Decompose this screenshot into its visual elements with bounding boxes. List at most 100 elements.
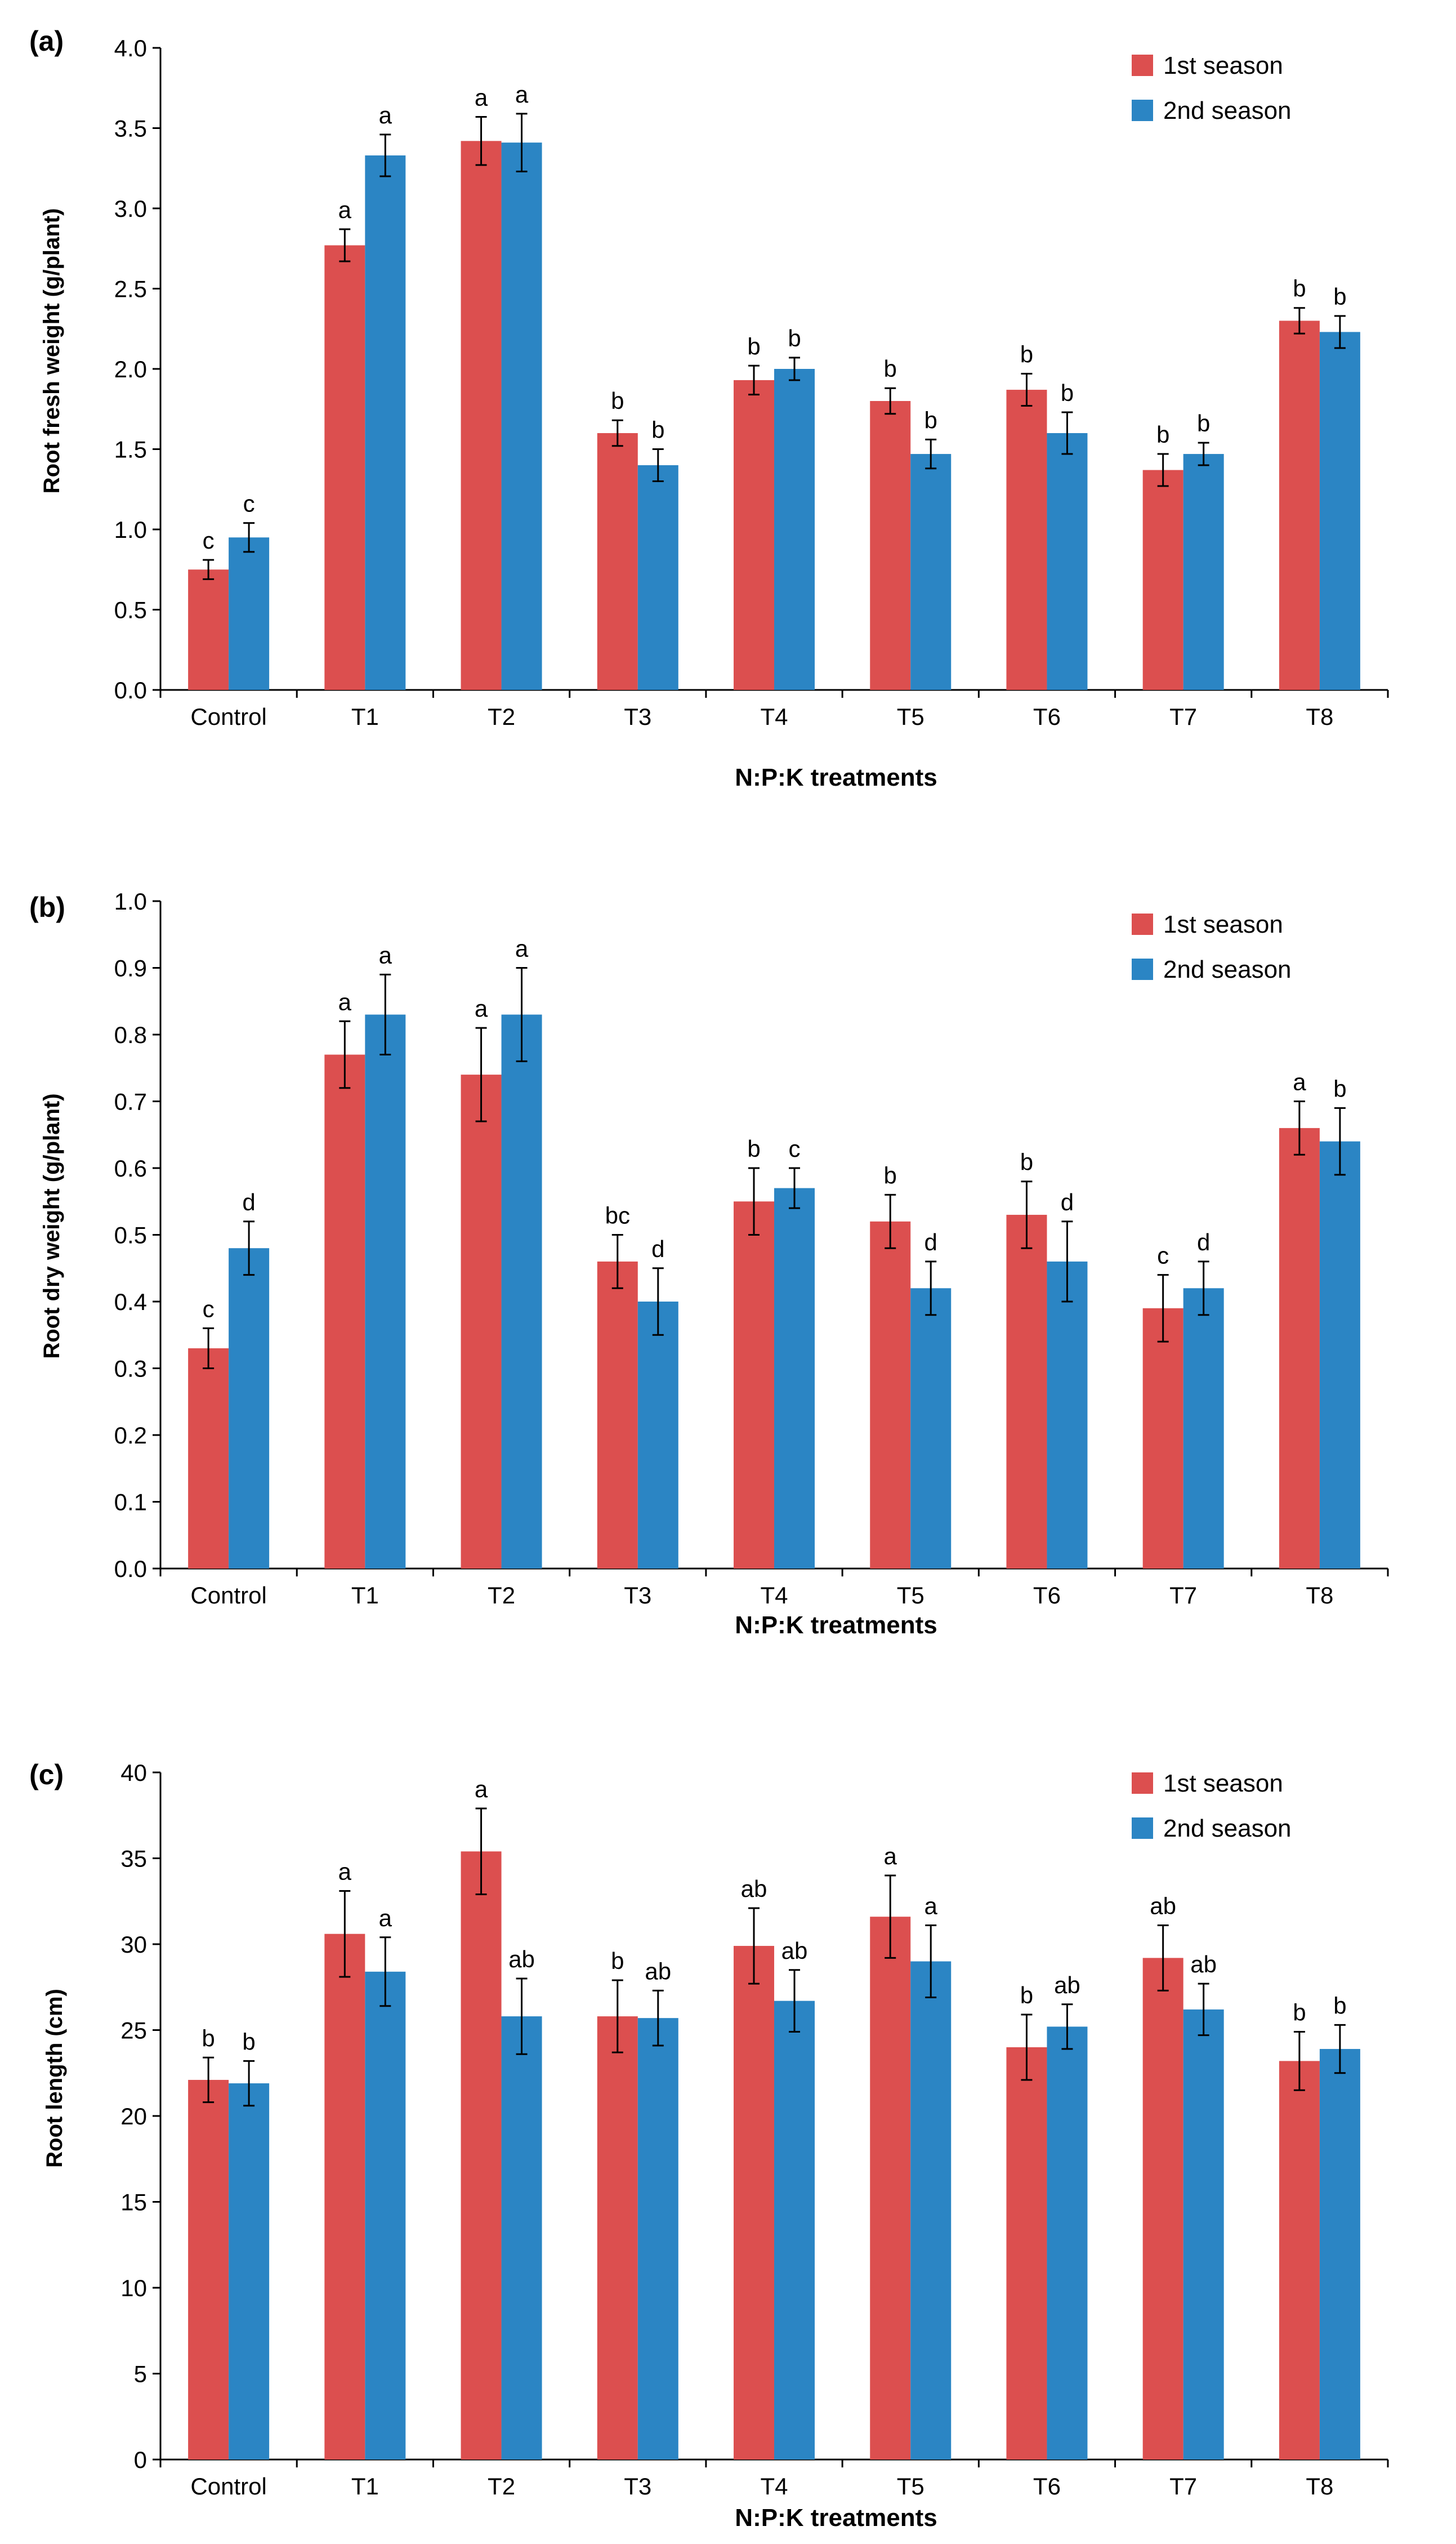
y-tick-label: 1.0: [114, 888, 147, 915]
legend-swatch-1st: [1132, 1772, 1153, 1794]
y-tick-label: 2.0: [114, 356, 147, 382]
x-tick-label: T3: [624, 703, 651, 730]
x-axis-label: N:P:K treatments: [735, 764, 937, 791]
y-tick-label: 0.0: [114, 1556, 147, 1582]
significance-letter: c: [203, 527, 215, 554]
bar-1st-season: [597, 433, 638, 690]
x-tick-label: T6: [1033, 703, 1061, 730]
legend-label-1st: 1st season: [1163, 52, 1283, 79]
x-tick-label: T2: [488, 1582, 515, 1609]
x-tick-label: T1: [351, 2473, 379, 2500]
x-tick-label: T2: [488, 703, 515, 730]
significance-letter: bc: [605, 1202, 630, 1229]
significance-letter: b: [1061, 380, 1074, 406]
significance-letter: b: [1156, 421, 1169, 448]
bar-2nd-season: [774, 1188, 815, 1569]
significance-letter: b: [242, 2028, 255, 2055]
y-tick-label: 0.9: [114, 955, 147, 982]
x-tick-label: T5: [897, 703, 924, 730]
y-tick-label: 0.7: [114, 1089, 147, 1115]
bar-2nd-season: [229, 537, 270, 690]
significance-letter: a: [924, 1892, 938, 1919]
y-tick-label: 0.3: [114, 1356, 147, 1382]
bar-1st-season: [324, 1054, 365, 1569]
y-tick-label: 4.0: [114, 35, 147, 61]
bar-1st-season: [1279, 2061, 1320, 2460]
x-tick-label: T1: [351, 1582, 379, 1609]
significance-letter: d: [242, 1189, 255, 1215]
significance-letter: a: [1293, 1069, 1306, 1095]
legend-label-2nd: 2nd season: [1163, 956, 1292, 983]
bar-1st-season: [1279, 1128, 1320, 1569]
bar-1st-season: [188, 1348, 229, 1569]
x-tick-label: T5: [897, 1582, 924, 1609]
legend-label-2nd: 2nd season: [1163, 1815, 1292, 1842]
significance-letter: b: [1333, 1075, 1346, 1102]
x-tick-label: T4: [760, 2473, 788, 2500]
significance-letter: a: [338, 1858, 352, 1884]
y-tick-label: 40: [120, 1759, 147, 1786]
y-tick-label: 0.8: [114, 1022, 147, 1048]
significance-letter: d: [1061, 1189, 1074, 1215]
bar-2nd-season: [1183, 1288, 1224, 1569]
significance-letter: a: [475, 1776, 488, 1802]
bar-1st-season: [188, 569, 229, 690]
significance-letter: a: [338, 197, 352, 223]
significance-letter: a: [515, 935, 529, 962]
bar-2nd-season: [229, 1248, 270, 1569]
panel-c: (c) Root length (cm) N:P:K treatments 1s…: [29, 1759, 1389, 2532]
y-tick-label: 1.0: [114, 516, 147, 543]
significance-letter: b: [747, 1135, 760, 1162]
significance-letter: d: [651, 1236, 664, 1262]
legend-swatch-1st: [1132, 55, 1153, 76]
bar-2nd-season: [501, 2016, 542, 2460]
legend-swatch-2nd: [1132, 1817, 1153, 1839]
y-tick-label: 0: [134, 2447, 147, 2473]
significance-letter: c: [1157, 1242, 1169, 1269]
bar-1st-season: [597, 2016, 638, 2460]
bar-1st-season: [734, 1201, 774, 1569]
bar-2nd-season: [774, 2001, 815, 2460]
bar-2nd-season: [365, 155, 406, 690]
x-axis-label: N:P:K treatments: [735, 2504, 937, 2532]
panel-b: (b) Root dry weight (g/plant) N:P:K trea…: [29, 888, 1389, 1639]
x-tick-label: T3: [624, 2473, 651, 2500]
significance-letter: ab: [508, 1946, 535, 1972]
bar-2nd-season: [910, 454, 952, 690]
significance-letter: c: [243, 491, 255, 517]
bar-1st-season: [188, 2079, 229, 2460]
x-tick-label: T7: [1169, 1582, 1197, 1609]
legend-label-2nd: 2nd season: [1163, 97, 1292, 124]
bar-1st-season: [461, 1851, 502, 2460]
legend-label-1st: 1st season: [1163, 1770, 1283, 1797]
x-tick-label: T1: [351, 703, 379, 730]
y-tick-label: 0.5: [114, 1222, 147, 1249]
y-axis-label: Root fresh weight (g/plant): [39, 208, 64, 494]
bar-2nd-season: [365, 1014, 406, 1569]
panel-label: (b): [29, 892, 65, 923]
significance-letter: ab: [1190, 1951, 1217, 1977]
significance-letter: a: [379, 942, 392, 968]
bar-1st-season: [1279, 320, 1320, 690]
bar-1st-season: [324, 1933, 365, 2460]
y-tick-label: 0.0: [114, 677, 147, 703]
legend-swatch-2nd: [1132, 959, 1153, 980]
bar-2nd-season: [1319, 332, 1360, 690]
y-tick-label: 0.1: [114, 1489, 147, 1516]
bar-1st-season: [870, 401, 911, 690]
significance-letter: ab: [741, 1875, 767, 1902]
legend-label-1st: 1st season: [1163, 911, 1283, 938]
bar-2nd-season: [637, 1302, 678, 1569]
bar-1st-season: [870, 1917, 911, 2460]
bar-1st-season: [461, 141, 502, 690]
significance-letter: c: [203, 1295, 215, 1322]
significance-letter: b: [1020, 1149, 1033, 1175]
significance-letter: ab: [1054, 1972, 1080, 1998]
significance-letter: ab: [645, 1958, 671, 1984]
bar-1st-season: [1006, 2047, 1047, 2460]
bar-1st-season: [461, 1075, 502, 1569]
bar-2nd-season: [1319, 1141, 1360, 1569]
bar-1st-season: [870, 1221, 911, 1569]
bar-2nd-season: [1183, 454, 1224, 690]
